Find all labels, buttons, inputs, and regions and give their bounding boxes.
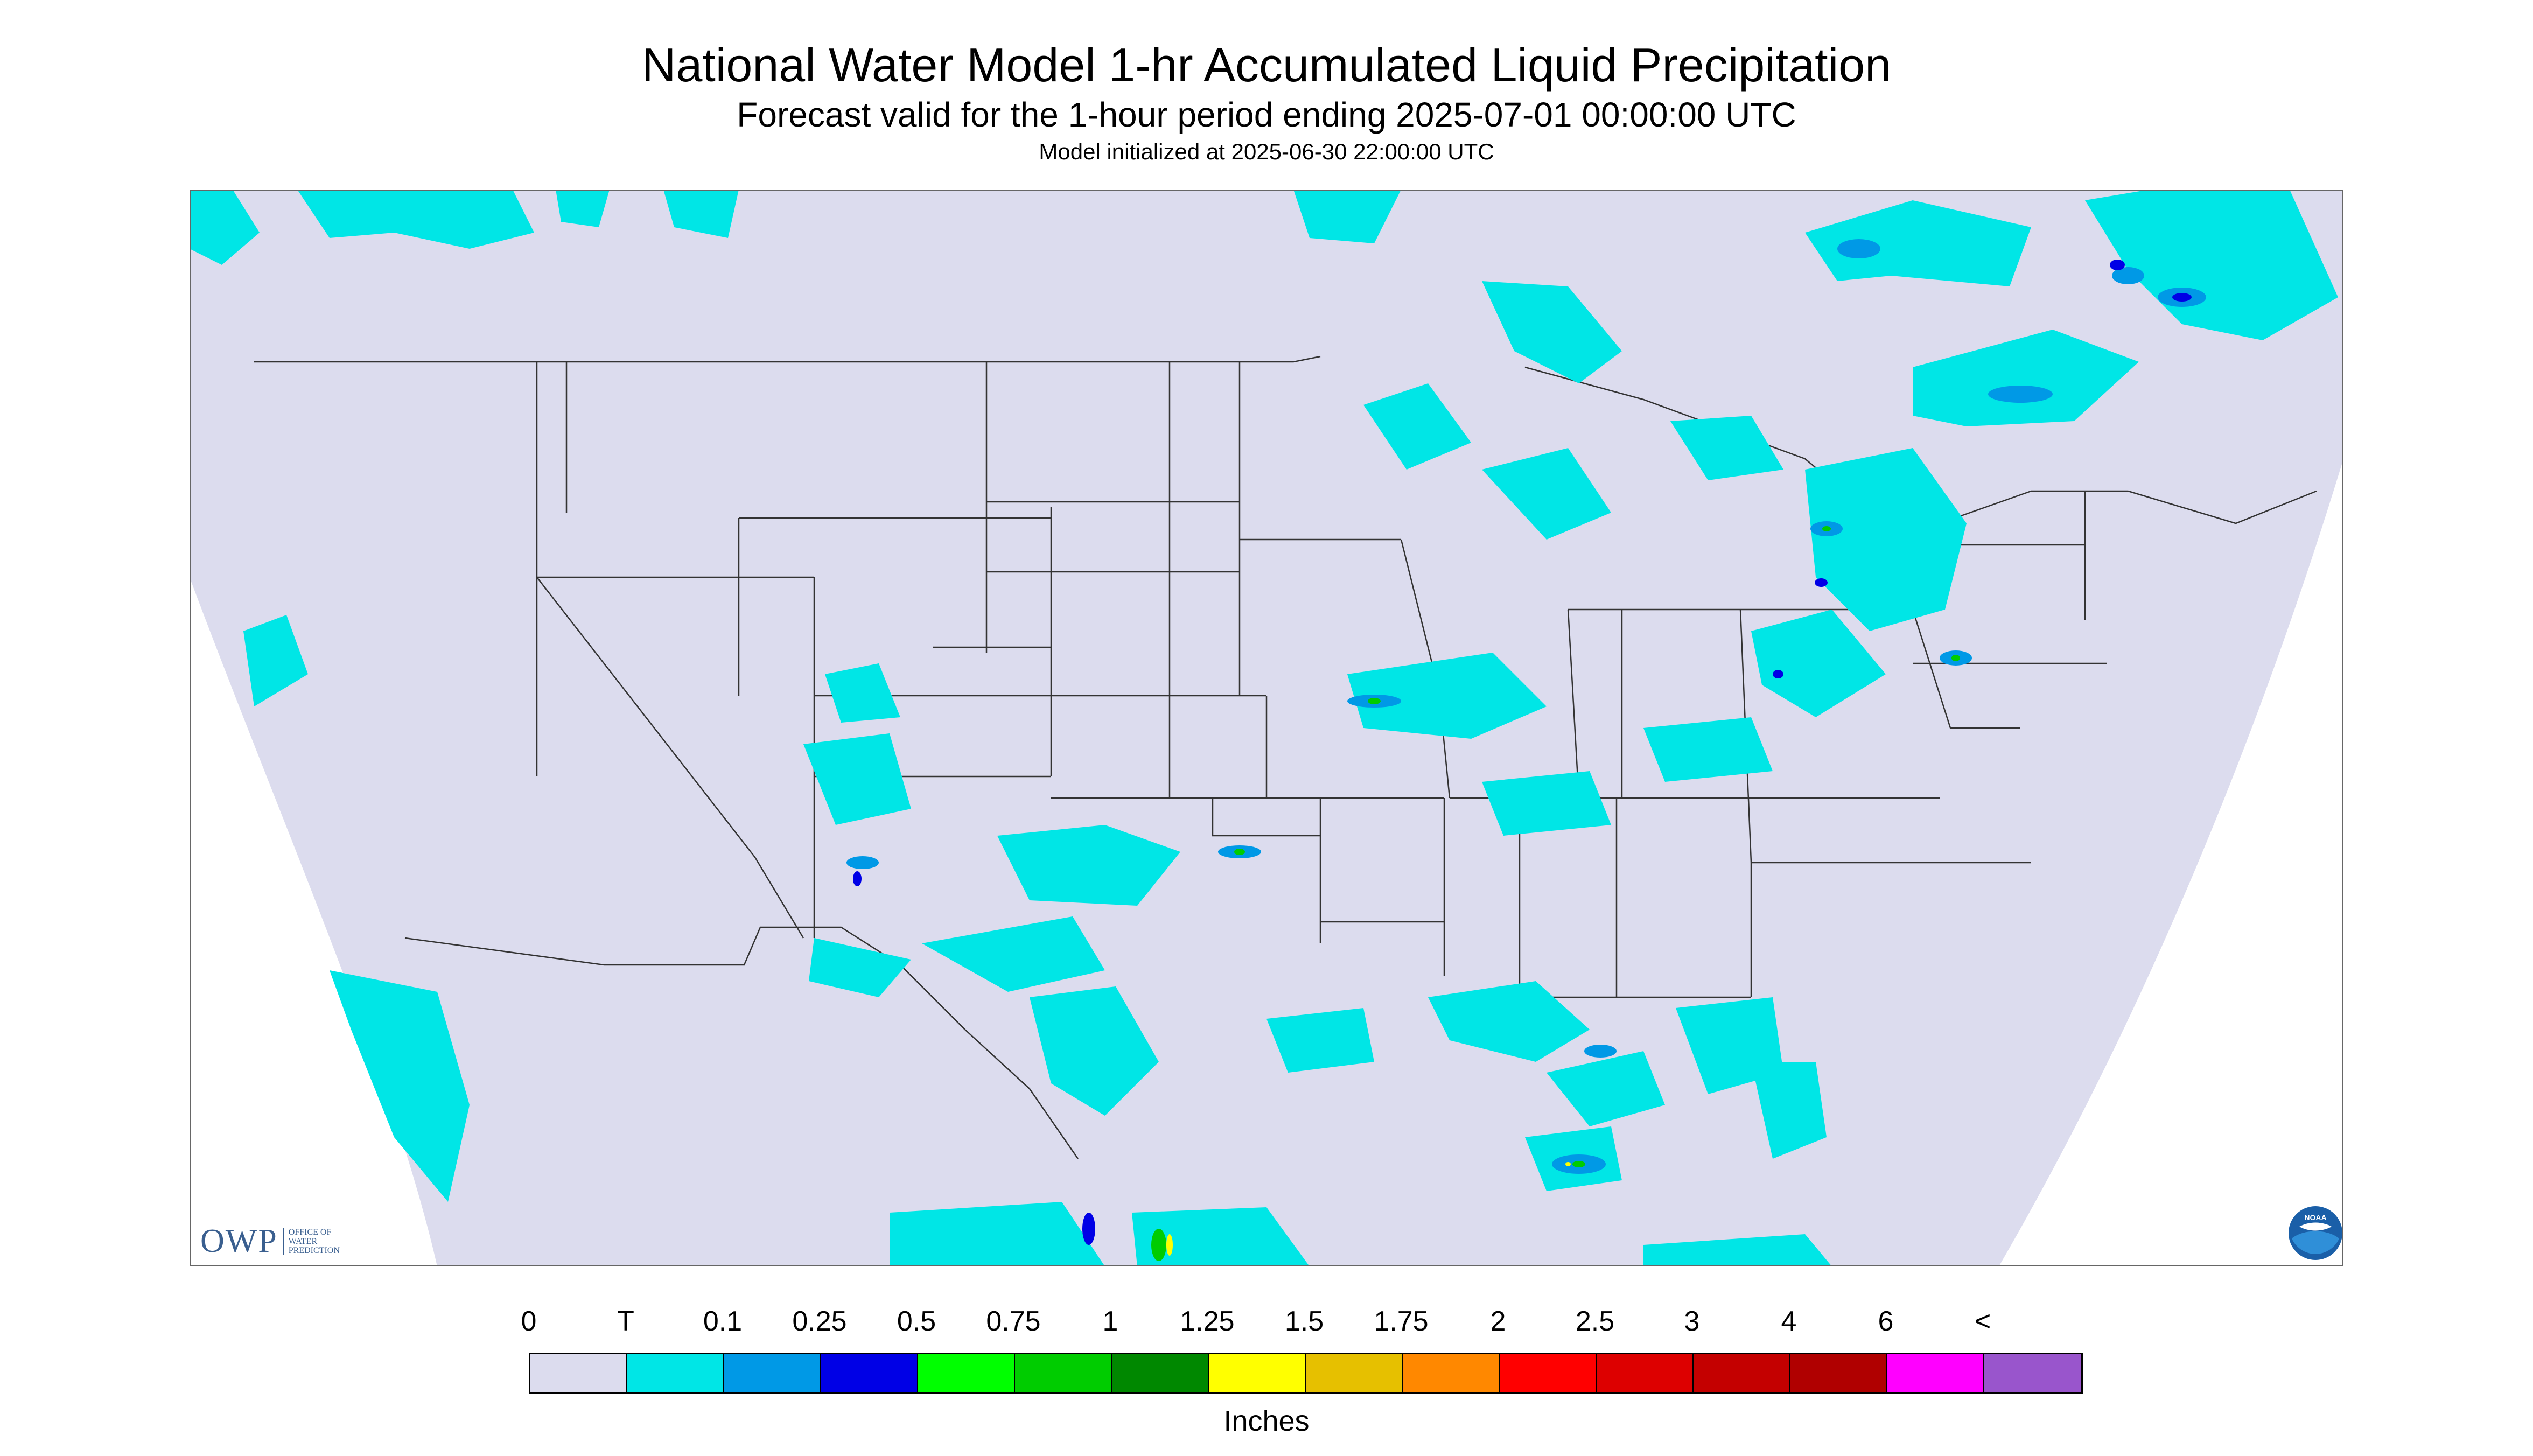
mexico-us-border bbox=[404, 926, 1079, 1159]
legend-tick-label: 0.75 bbox=[986, 1306, 1041, 1337]
owp-logo: OWP OFFICE OF WATER PREDICTION bbox=[200, 1222, 364, 1261]
legend-swatch bbox=[1306, 1354, 1403, 1392]
owp-logo-mark: OWP bbox=[200, 1223, 278, 1259]
noaa-logo: NOAA bbox=[2289, 1206, 2342, 1260]
legend-swatch bbox=[627, 1354, 724, 1392]
precip-intense bbox=[1151, 526, 1960, 1261]
legend-swatch bbox=[1984, 1354, 2081, 1392]
legend-swatch bbox=[1694, 1354, 1790, 1392]
legend-tick-label: 1.25 bbox=[1180, 1306, 1235, 1337]
legend-swatch bbox=[1887, 1354, 1984, 1392]
owp-logo-line: PREDICTION bbox=[288, 1246, 340, 1255]
legend-tick-label: 4 bbox=[1781, 1306, 1797, 1337]
legend-swatch bbox=[918, 1354, 1015, 1392]
legend-tick-label: 0.1 bbox=[703, 1306, 743, 1337]
legend-tick-label: 2 bbox=[1490, 1306, 1506, 1337]
legend-tick-label: 0.5 bbox=[897, 1306, 936, 1337]
legend-units: Inches bbox=[1223, 1405, 1310, 1437]
legend-swatch bbox=[1112, 1354, 1209, 1392]
outside-projection-right bbox=[1999, 459, 2343, 1266]
legend-tick-label: 3 bbox=[1684, 1306, 1700, 1337]
map-subtitle: Forecast valid for the 1-hour period end… bbox=[737, 95, 1796, 134]
legend-tick-label: 1.75 bbox=[1374, 1306, 1429, 1337]
legend-swatch bbox=[1500, 1354, 1597, 1392]
legend-tick-label: 1.5 bbox=[1284, 1306, 1324, 1337]
legend-swatch bbox=[1015, 1354, 1112, 1392]
map-frame bbox=[190, 190, 2343, 1266]
legend-swatch bbox=[1597, 1354, 1694, 1392]
legend-tick-label: 0.25 bbox=[792, 1306, 847, 1337]
legend-tick-label: 2.5 bbox=[1575, 1306, 1615, 1337]
owp-logo-text: OFFICE OF WATER PREDICTION bbox=[283, 1228, 364, 1255]
legend-swatch bbox=[1209, 1354, 1306, 1392]
legend-swatch bbox=[724, 1354, 821, 1392]
legend-tick-label: T bbox=[617, 1306, 634, 1337]
legend-tick-label: < bbox=[1974, 1306, 1991, 1337]
map-title: National Water Model 1-hr Accumulated Li… bbox=[641, 38, 1892, 92]
legend-swatch bbox=[530, 1354, 627, 1392]
legend-tick-label: 6 bbox=[1878, 1306, 1894, 1337]
model-init-note: Model initialized at 2025-06-30 22:00:00… bbox=[1039, 139, 1494, 164]
owp-logo-line: WATER bbox=[288, 1237, 318, 1246]
precip-heavy bbox=[853, 260, 2192, 1245]
outside-projection-left bbox=[190, 577, 437, 1266]
owp-logo-line: OFFICE OF bbox=[288, 1228, 332, 1237]
noaa-logo-text: NOAA bbox=[2304, 1213, 2326, 1222]
legend-colorbar bbox=[529, 1353, 2083, 1394]
legend-tick-label: 1 bbox=[1102, 1306, 1118, 1337]
legend-swatch bbox=[1790, 1354, 1887, 1392]
legend-swatch bbox=[1403, 1354, 1500, 1392]
legend-swatch bbox=[821, 1354, 918, 1392]
precip-trace bbox=[190, 190, 2338, 1266]
legend-tick-label: 0 bbox=[521, 1306, 537, 1337]
precipitation-map bbox=[190, 190, 2343, 1266]
